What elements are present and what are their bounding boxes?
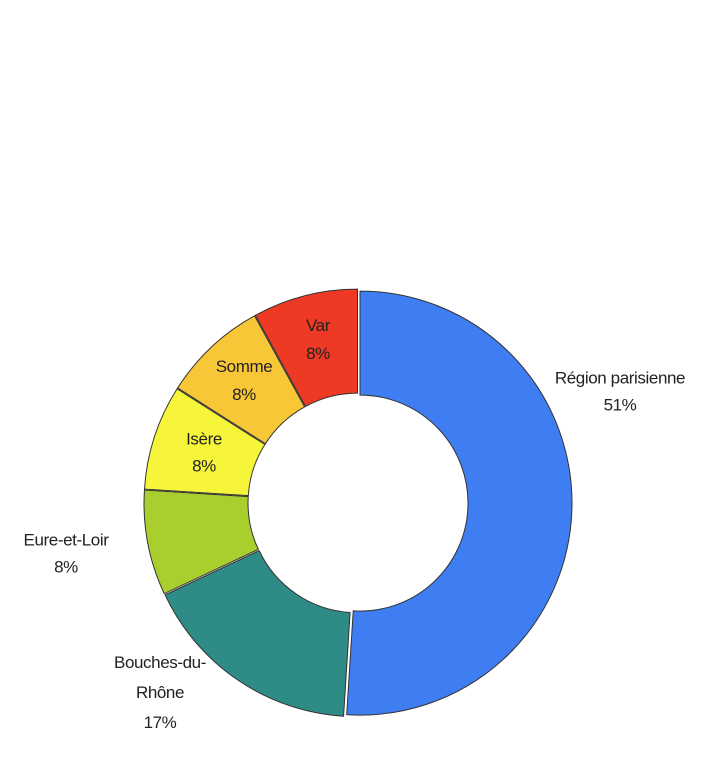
label-region-parisienne: Région parisienne 51% <box>555 369 685 415</box>
label-bouches-du-rhone: Bouches-du- Rhône 17% <box>114 653 206 732</box>
slice-name-label: Rhône <box>136 683 184 702</box>
label-eure-et-loir: Eure-et-Loir 8% <box>24 531 110 577</box>
label-isere: Isère 8% <box>186 430 222 476</box>
slice-percent-label: 8% <box>232 385 256 404</box>
slice-name-label: Eure-et-Loir <box>24 531 110 550</box>
slice-name-label: Var <box>306 316 331 335</box>
slice-bouches-du-rhone <box>164 549 351 717</box>
slice-name-label: Somme <box>216 357 273 376</box>
donut-labels: Région parisienne 51% Bouches-du- Rhône 17% E… <box>24 316 686 732</box>
label-somme: Somme 8% <box>216 357 273 404</box>
slice-percent-label: 8% <box>306 344 330 363</box>
slice-somme <box>176 315 306 445</box>
slice-eure-et-loir <box>143 489 259 595</box>
slice-name-label: Région parisienne <box>555 369 685 388</box>
slice-percent-label: 17% <box>144 713 177 732</box>
donut-slices <box>143 288 573 717</box>
slice-percent-label: 51% <box>604 396 637 415</box>
slice-percent-label: 8% <box>54 558 78 577</box>
label-var: Var 8% <box>306 316 331 363</box>
slice-name-label: Bouches-du- <box>114 653 206 672</box>
slice-region-parisienne <box>346 290 573 716</box>
slice-name-label: Isère <box>186 430 222 449</box>
slice-isere <box>143 388 266 497</box>
slice-var <box>254 288 359 408</box>
slice-percent-label: 8% <box>192 457 216 476</box>
